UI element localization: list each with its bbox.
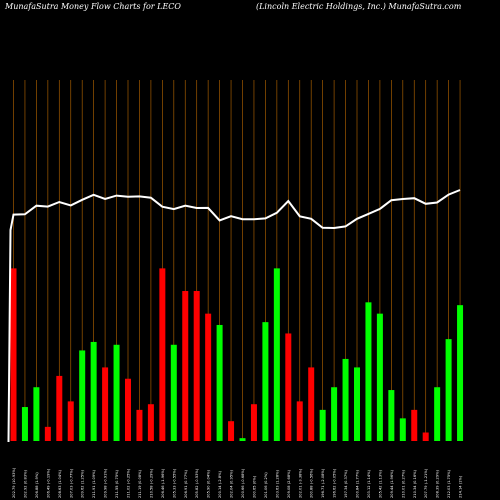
x-tick-label: 203.12 (1.14%) [367, 469, 371, 498]
bar [56, 375, 63, 441]
bar [90, 341, 97, 441]
bar [44, 426, 51, 441]
bar [285, 333, 292, 441]
bar [457, 305, 464, 441]
x-tick-label: 207.03 (-0.77%) [69, 468, 73, 498]
bar [113, 344, 120, 441]
x-tick-label: 202.01 (-3.38%) [298, 468, 302, 498]
bar [193, 291, 200, 441]
x-tick-label: 210.01 (0.27%) [401, 469, 405, 498]
x-tick-label: 196.62 (-0.05%) [333, 468, 337, 498]
x-tick-label: 208.63 (1.04%) [58, 469, 62, 498]
bar [296, 401, 303, 441]
bar [216, 324, 223, 441]
x-tick-label: 209.98 (-0.91%) [104, 468, 108, 498]
bar [308, 367, 315, 441]
x-tick-label: 205.90 (0.04%) [207, 469, 211, 498]
x-tick-label: 209.62 (1.25%) [81, 469, 85, 498]
bar [10, 268, 17, 441]
bar [136, 409, 143, 441]
bar [445, 339, 452, 441]
x-tick-label: 210.58 (-0.29%) [149, 468, 153, 498]
x-tick-label: 208.39 (0.29%) [436, 469, 440, 498]
x-tick-label: 202.04 (0.95%) [230, 469, 234, 498]
x-tick-label: 211.02 (-0.25%) [127, 468, 131, 498]
x-tick-label: 209.44 (1.96%) [390, 469, 394, 498]
bar [319, 409, 326, 441]
x-tick-label: 206.91 (0.77%) [184, 469, 188, 498]
bar [125, 378, 131, 441]
bar [273, 268, 280, 441]
bar [434, 387, 441, 441]
bar [170, 344, 177, 441]
x-tick-label: 205.33 (-0.55%) [172, 468, 176, 498]
x-tick-label: 200.14 (-2.8%) [218, 470, 222, 498]
bar [228, 421, 235, 441]
x-tick-label: 202.92 (0.83%) [23, 469, 27, 498]
x-tick-label: 203.63 (1.28%) [275, 469, 279, 498]
x-tick-label: 205.42 (1.13%) [378, 469, 382, 498]
bar [239, 438, 246, 441]
bar [388, 390, 395, 441]
bar [250, 404, 257, 441]
x-tick-label: 211.55 (0.75%) [115, 469, 119, 498]
x-tick-label: 211.91 (1.09%) [92, 469, 96, 498]
bar [102, 367, 109, 441]
x-tick-label: 202.79 (10.93%) [12, 467, 16, 498]
x-tick-label: 197.34 (0.37%) [344, 469, 348, 498]
x-tick-label: 212.03 (1.75%) [447, 469, 451, 498]
x-axis-labels: 202.79 (10.93%) 202.92 (0.83%) 206.88 (1.9… [12, 467, 463, 498]
x-tick-label: 200.84 (1.77%) [356, 469, 360, 498]
x-tick-label: 214.14 (1%) [459, 475, 463, 498]
money-flow-bars [10, 268, 464, 441]
x-tick-label: 207.79 (-1.21%) [424, 468, 428, 498]
bar [376, 313, 383, 441]
x-tick-label: 210.34 (0.16%) [413, 469, 417, 498]
x-tick-label: 206.88 (1.9%) [35, 472, 39, 498]
bar [342, 358, 349, 441]
price-line [7, 189, 461, 443]
x-tick-label: 211.19 (0.08%) [138, 469, 142, 498]
bar [331, 387, 338, 441]
x-tick-label: 200.65 (0%) [252, 475, 256, 498]
bar [399, 418, 406, 441]
bar [422, 432, 429, 441]
bar [205, 313, 212, 441]
x-tick-label: 206.46 (-1.96%) [161, 468, 165, 498]
bar [79, 350, 86, 441]
x-tick-label: 209.08 (2.68%) [287, 469, 291, 498]
bar [262, 322, 269, 441]
x-tick-label: 196.71 (-2.08%) [321, 468, 325, 498]
bar [159, 268, 166, 441]
x-tick-label: 200.66 (-0.68%) [241, 468, 245, 498]
chart-title: MunafaSutra Money Flow Charts for LECO [5, 2, 181, 11]
bar [182, 291, 189, 441]
bar [21, 407, 28, 441]
x-tick-label: 200.88 (-0.56%) [310, 468, 314, 498]
bar [354, 367, 360, 441]
bar [147, 404, 154, 441]
chart-subtitle: (Lincoln Electric Holdings, Inc.) Munafa… [256, 2, 462, 11]
bar [67, 401, 74, 441]
x-tick-label: 205.82 (-0.53%) [195, 468, 199, 498]
x-tick-label: 206.49 (-0.19%) [46, 468, 50, 498]
x-tick-label: 201.06 (0.2%) [264, 472, 268, 498]
bar [411, 409, 418, 441]
bar [365, 302, 372, 441]
bar [33, 387, 40, 441]
